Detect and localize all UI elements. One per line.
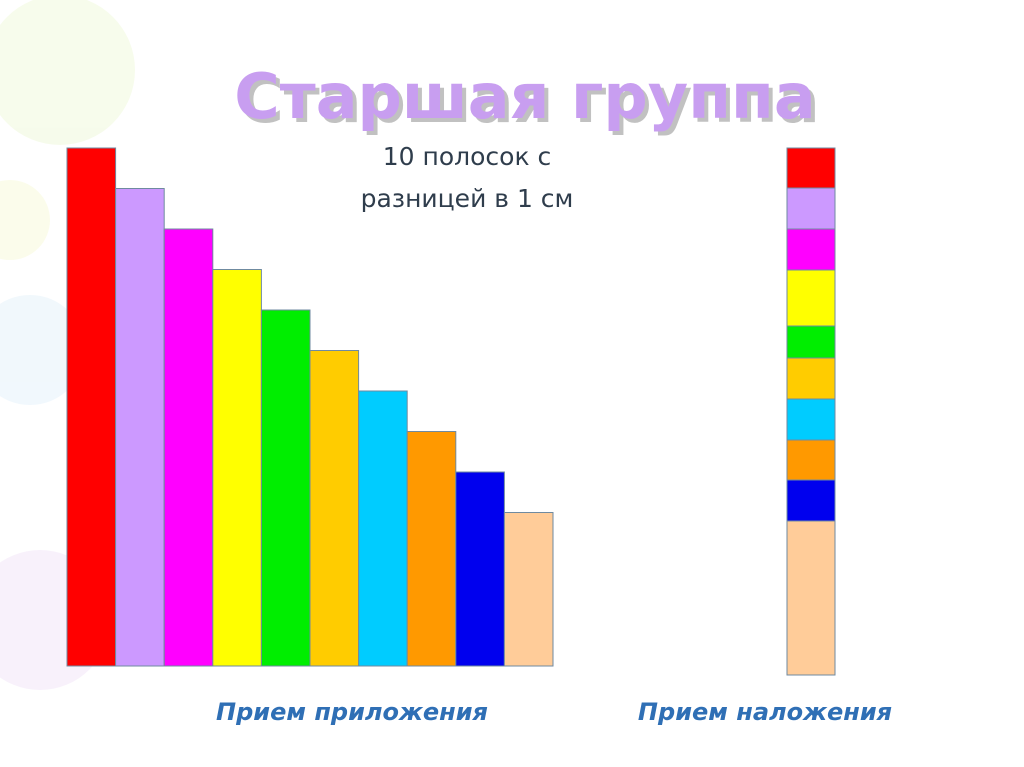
subtitle-line: разницей в 1 см bbox=[361, 184, 574, 213]
strip bbox=[786, 479, 836, 522]
subtitle-line: 10 полосок с bbox=[383, 142, 552, 171]
strip bbox=[786, 147, 836, 189]
strip bbox=[212, 269, 262, 667]
title-shadow: Старшая группа bbox=[238, 64, 819, 137]
strips-application bbox=[66, 147, 554, 667]
strip bbox=[786, 269, 836, 327]
strip bbox=[115, 188, 165, 667]
strip bbox=[786, 228, 836, 271]
strip bbox=[786, 187, 836, 230]
strip bbox=[406, 431, 457, 667]
strip bbox=[260, 309, 311, 667]
strip bbox=[358, 390, 408, 667]
strip bbox=[786, 398, 836, 441]
strips-overlay bbox=[786, 147, 836, 676]
strip bbox=[66, 147, 117, 667]
strip bbox=[455, 471, 505, 667]
title: Старшая группа bbox=[234, 60, 815, 133]
strip bbox=[163, 228, 214, 667]
strip bbox=[786, 357, 836, 400]
strip bbox=[503, 512, 554, 667]
caption: Прием наложения bbox=[638, 698, 892, 726]
strip bbox=[786, 520, 836, 676]
strip bbox=[786, 439, 836, 481]
strip bbox=[786, 325, 836, 359]
strip bbox=[309, 350, 360, 667]
caption: Прием приложения bbox=[216, 698, 488, 726]
